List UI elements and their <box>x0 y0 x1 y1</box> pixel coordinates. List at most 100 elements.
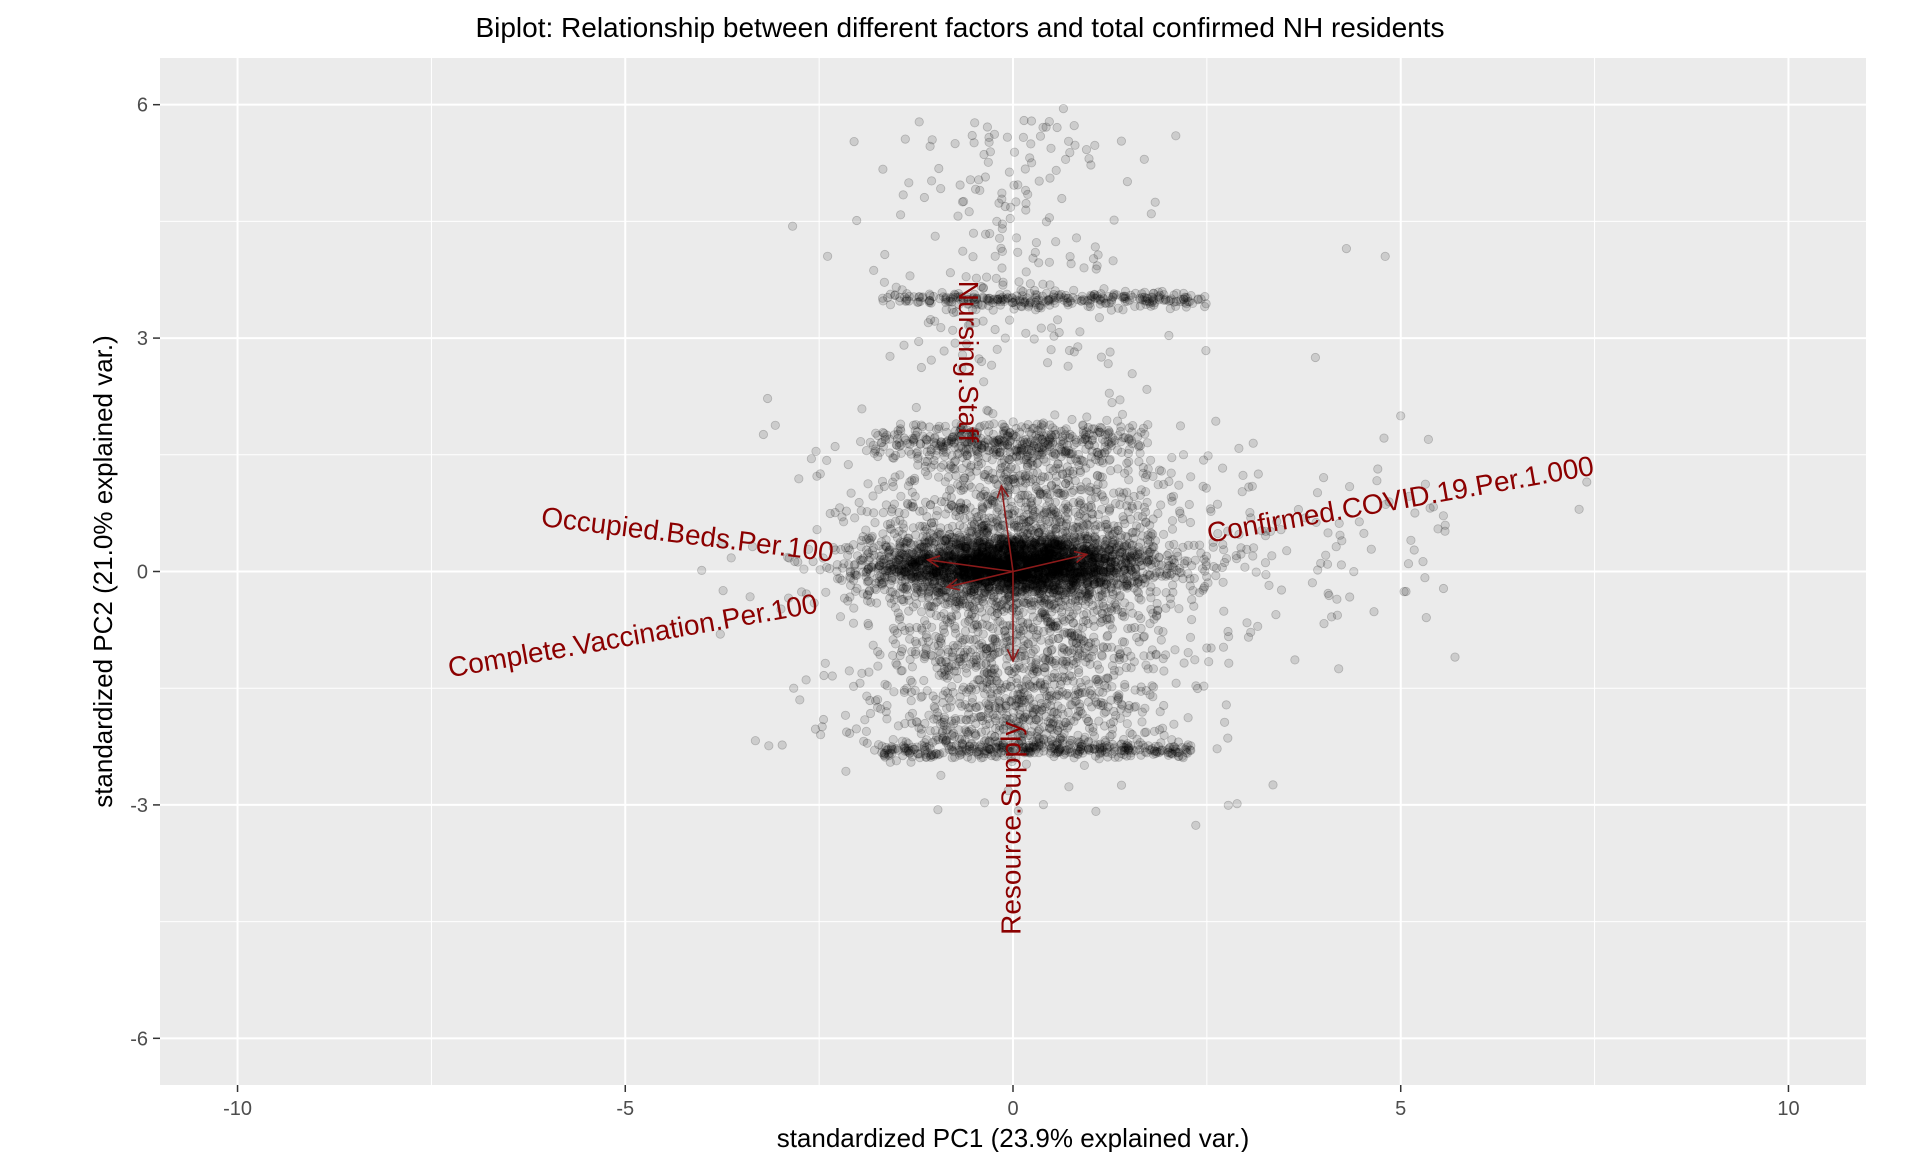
scatter-point <box>1073 567 1084 577</box>
scatter-point <box>1110 498 1121 509</box>
scatter-point <box>961 543 971 553</box>
scatter-point <box>985 473 995 483</box>
scatter-point <box>912 561 922 572</box>
scatter-point <box>1110 539 1120 549</box>
scatter-point <box>978 546 988 556</box>
scatter-point <box>946 499 956 509</box>
scatter-point <box>987 554 997 565</box>
scatter-point <box>904 711 915 722</box>
scatter-point <box>955 596 966 606</box>
scatter-point <box>910 685 920 696</box>
scatter-point <box>1117 545 1127 555</box>
scatter-point <box>1116 704 1126 714</box>
scatter-point <box>911 567 922 577</box>
scatter-point <box>924 538 934 548</box>
scatter-point <box>994 543 1004 553</box>
scatter-point <box>1102 536 1112 546</box>
scatter-point <box>994 703 1005 713</box>
scatter-points <box>697 104 1592 830</box>
scatter-point <box>980 587 990 597</box>
scatter-point <box>1072 605 1082 615</box>
scatter-point <box>1029 538 1039 549</box>
scatter-point <box>819 670 829 681</box>
scatter-point <box>910 552 920 563</box>
scatter-point <box>928 568 938 579</box>
scatter-point <box>1131 564 1141 574</box>
scatter-point <box>1148 692 1158 702</box>
scatter-point <box>1065 566 1076 577</box>
scatter-point <box>936 538 947 549</box>
scatter-point <box>1024 573 1035 583</box>
scatter-point <box>872 573 882 583</box>
scatter-point <box>1063 707 1073 718</box>
scatter-point <box>1061 573 1072 583</box>
scatter-point <box>1084 485 1094 496</box>
scatter-point <box>985 554 995 565</box>
scatter-point <box>971 568 982 578</box>
scatter-point <box>1169 558 1180 568</box>
scatter-point <box>984 582 994 592</box>
scatter-point <box>882 700 892 711</box>
scatter-point <box>976 539 986 549</box>
scatter-point <box>926 518 937 528</box>
scatter-point <box>938 569 948 579</box>
scatter-point <box>1101 587 1111 598</box>
scatter-point <box>1137 717 1147 727</box>
scatter-point <box>971 719 981 729</box>
scatter-point <box>873 661 883 671</box>
scatter-point <box>931 631 941 642</box>
scatter-point <box>1039 546 1049 556</box>
scatter-point <box>892 548 902 558</box>
scatter-point <box>801 675 811 685</box>
scatter-point <box>1017 574 1028 585</box>
scatter-point <box>969 655 979 665</box>
scatter-point <box>1116 559 1126 569</box>
scatter-point <box>991 555 1001 565</box>
scatter-point <box>1105 563 1115 573</box>
scatter-point <box>963 555 973 565</box>
scatter-point <box>1172 547 1182 558</box>
scatter-point <box>906 501 916 511</box>
scatter-point <box>861 534 872 545</box>
scatter-point <box>887 565 897 575</box>
scatter-point <box>942 673 952 683</box>
scatter-point <box>1156 466 1167 476</box>
scatter-point <box>1106 594 1117 605</box>
scatter-point <box>933 587 943 598</box>
scatter-point <box>943 472 953 482</box>
scatter-point <box>890 560 901 570</box>
scatter-point <box>993 531 1004 542</box>
scatter-point <box>1133 574 1143 585</box>
scatter-point <box>1066 563 1076 573</box>
scatter-point <box>987 549 997 559</box>
scatter-point <box>1107 537 1117 548</box>
scatter-point <box>1014 535 1024 545</box>
scatter-point <box>1123 448 1133 459</box>
scatter-point <box>1122 540 1132 551</box>
scatter-point <box>1114 580 1124 590</box>
scatter-point <box>908 523 919 533</box>
scatter-point <box>959 553 969 564</box>
scatter-point <box>974 675 984 685</box>
scatter-point <box>1057 564 1067 574</box>
scatter-point <box>1019 590 1030 601</box>
scatter-point <box>1026 557 1037 567</box>
scatter-point <box>1104 557 1115 567</box>
scatter-point <box>955 568 965 578</box>
scatter-point <box>854 497 864 508</box>
scatter-point <box>898 550 908 560</box>
scatter-point <box>1025 550 1036 560</box>
scatter-point <box>1021 536 1032 546</box>
scatter-point <box>1045 548 1055 559</box>
scatter-point <box>1049 539 1060 549</box>
scatter-point <box>1149 726 1160 737</box>
scatter-point <box>860 715 870 725</box>
scatter-point <box>874 571 885 581</box>
scatter-point <box>928 576 938 586</box>
scatter-point <box>1096 553 1106 564</box>
scatter-point <box>936 585 946 595</box>
scatter-point <box>945 545 955 555</box>
scatter-point <box>1101 576 1111 586</box>
scatter-point <box>1041 549 1051 559</box>
scatter-point <box>993 546 1003 557</box>
